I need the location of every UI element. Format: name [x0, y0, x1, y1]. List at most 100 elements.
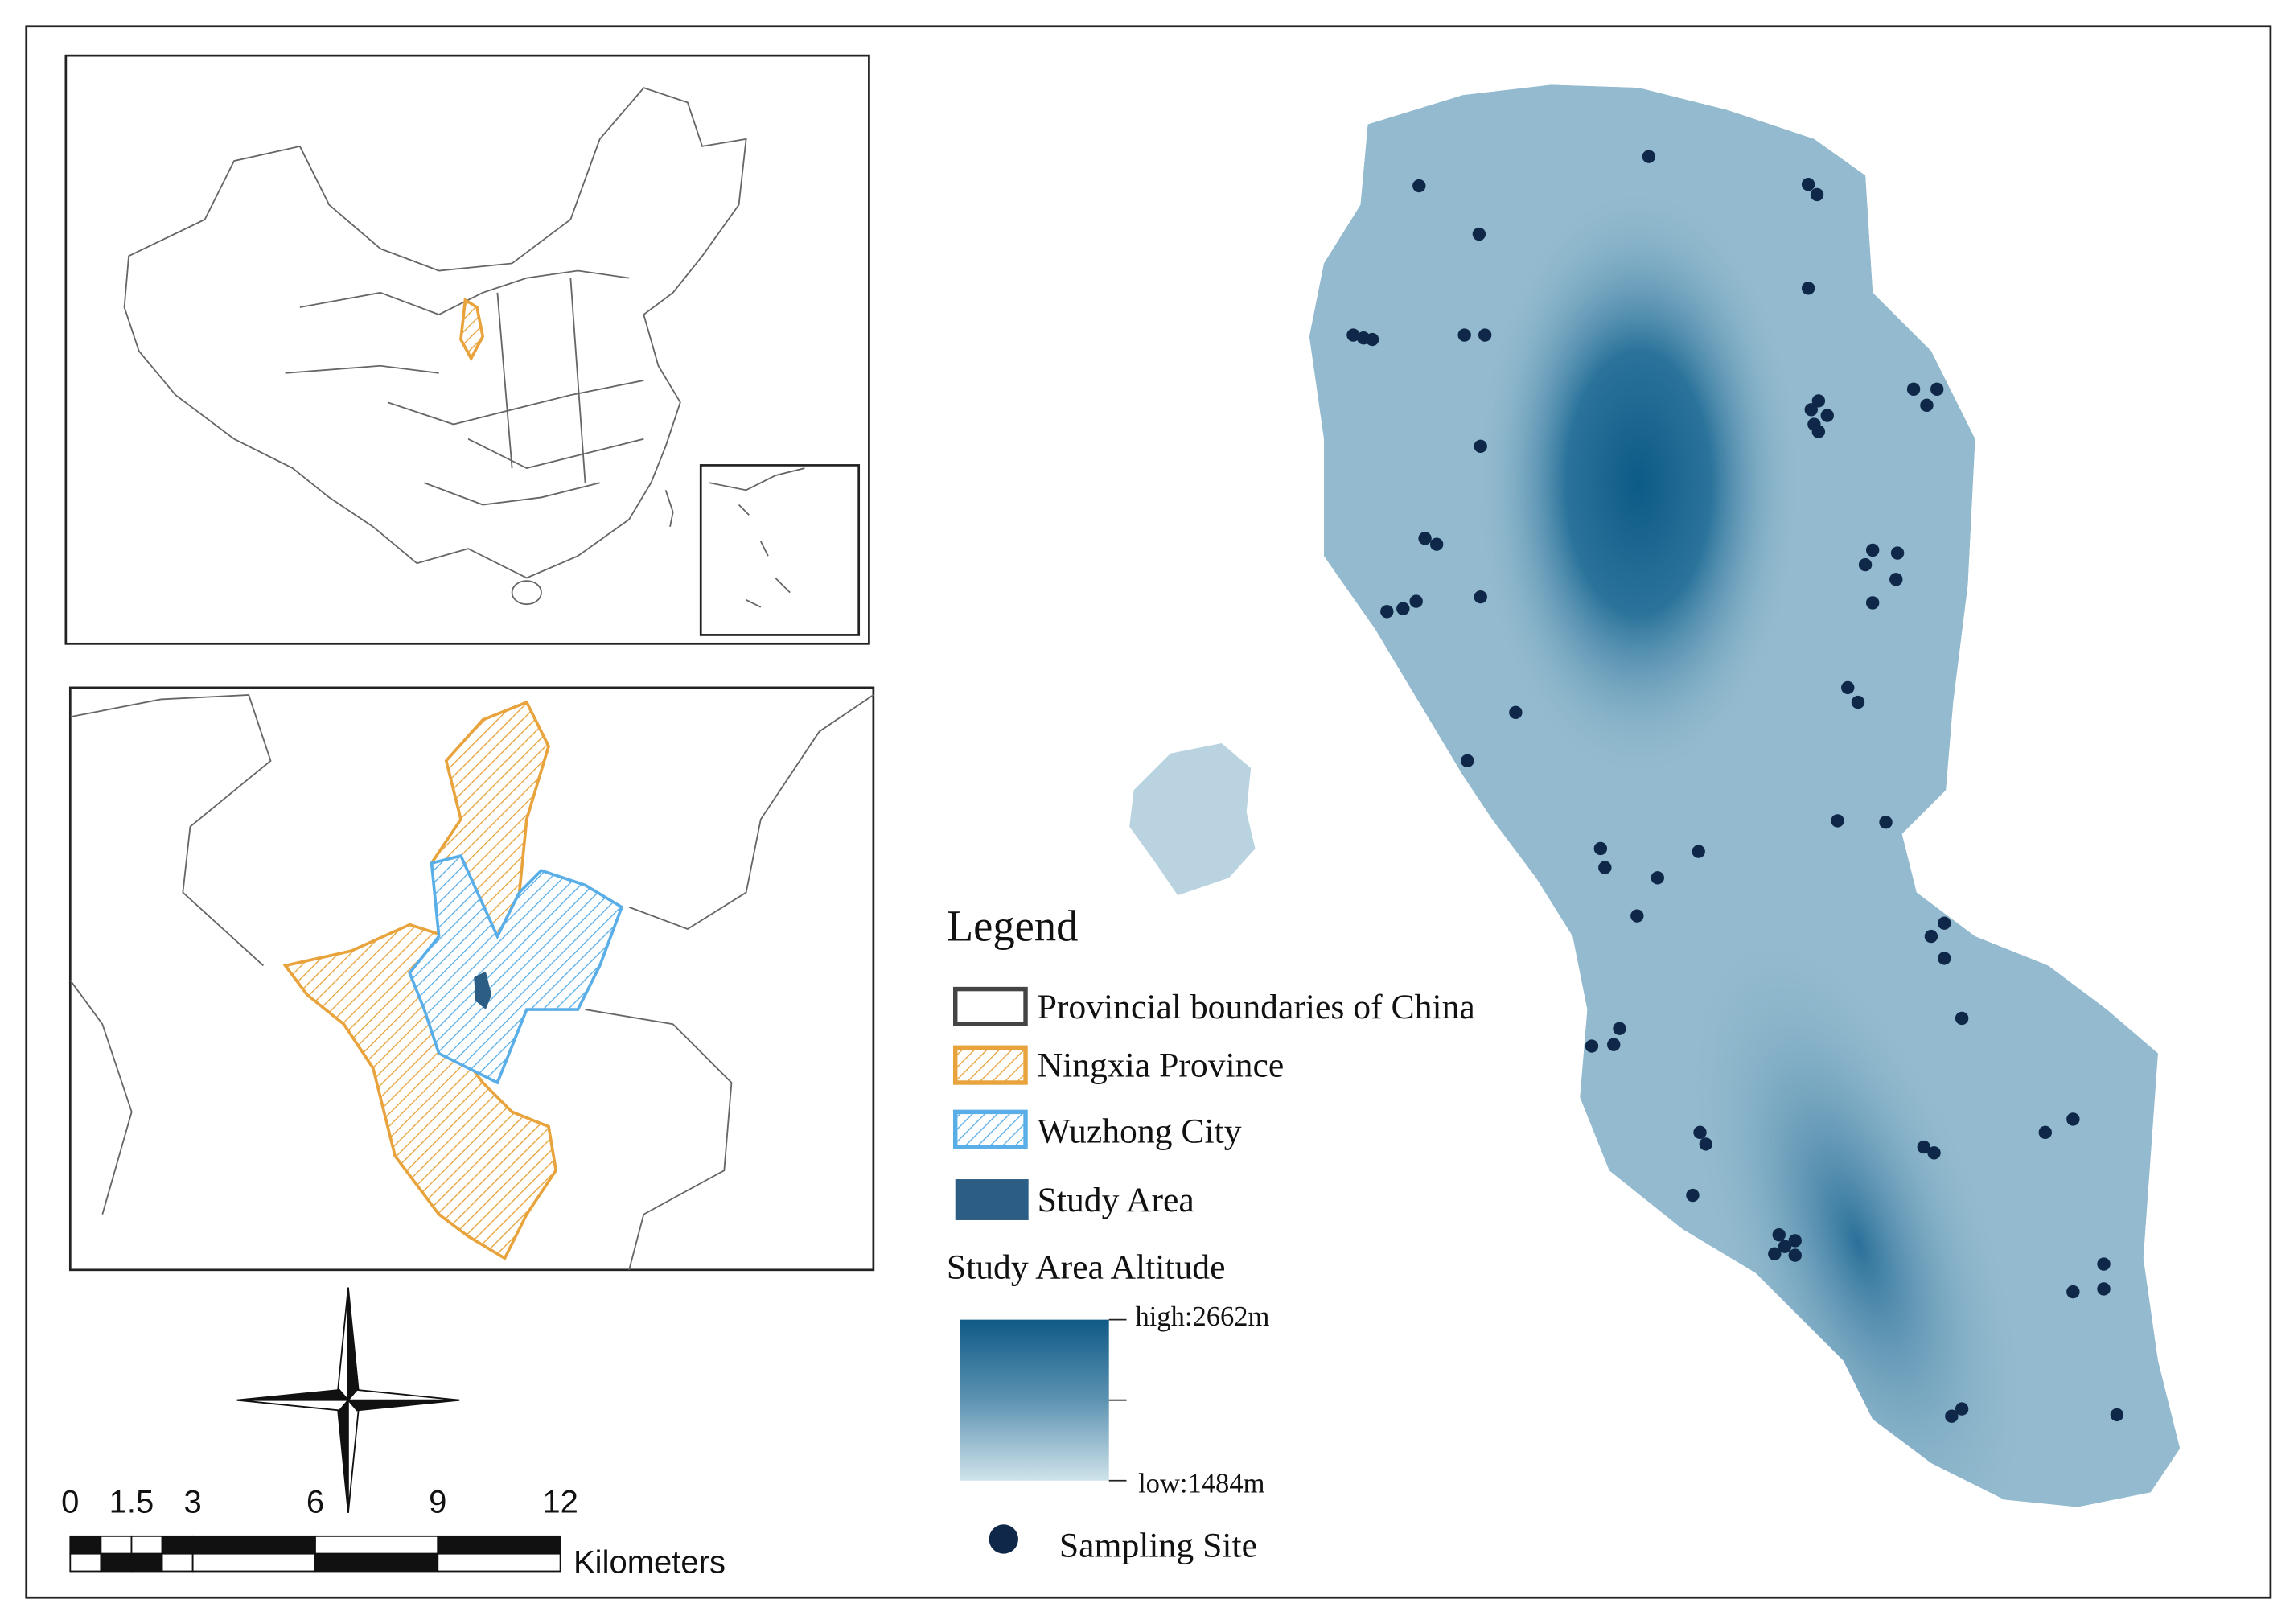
sampling-site [1396, 602, 1410, 615]
scale-segment [191, 1552, 316, 1573]
sampling-site [1811, 425, 1826, 438]
scale-segment [437, 1552, 561, 1573]
region-map [68, 686, 875, 1272]
sampling-site [1472, 227, 1486, 241]
sampling-site [1788, 1234, 1802, 1248]
sampling-site [1865, 543, 1880, 557]
sampling-site [1906, 382, 1921, 397]
sampling-site [1804, 403, 1818, 417]
sampling-site [1865, 596, 1880, 610]
scale-segment [314, 1535, 439, 1555]
sampling-site [1811, 394, 1826, 408]
sampling-site [1930, 382, 1944, 397]
legend-label: Wuzhong City [1038, 1112, 1242, 1151]
sampling-site [1699, 1137, 1712, 1151]
legend-dot [989, 1524, 1018, 1554]
legend-label: Provincial boundaries of China [1038, 988, 1475, 1026]
scale-segment [161, 1552, 194, 1573]
sampling-site [1841, 680, 1855, 695]
sampling-site [1613, 1022, 1626, 1035]
sampling-site [1924, 929, 1938, 944]
legend-title: Legend [947, 902, 1079, 951]
sampling-site [2066, 1285, 2080, 1299]
sampling-site [1772, 1227, 1786, 1242]
sampling-site [1457, 328, 1471, 342]
scale-bar: 0 1.5 3 6 9 12 Kilometers [61, 1485, 726, 1581]
sampling-site [1509, 705, 1523, 720]
scale-segment [100, 1535, 133, 1555]
sampling-site [1801, 178, 1815, 191]
sampling-site [1879, 816, 1893, 829]
sampling-site [1889, 573, 1903, 586]
sampling-site [1917, 1140, 1931, 1154]
scale-label: 1.5 [109, 1485, 154, 1520]
sampling-site [1651, 871, 1664, 885]
sampling-site [1955, 1402, 1969, 1416]
sampling-site [1851, 695, 1865, 709]
scale-segment [314, 1552, 439, 1573]
sampling-site [1409, 594, 1423, 608]
sampling-site [1801, 282, 1815, 295]
sampling-site [1810, 187, 1824, 202]
legend-swatch [952, 1045, 1028, 1085]
altitude-ramp [960, 1319, 1109, 1481]
sampling-site [1938, 952, 1951, 965]
sampling-site [1429, 537, 1444, 551]
scale-segment [69, 1552, 102, 1573]
sampling-site [1890, 546, 1905, 560]
sampling-site [1945, 1409, 1959, 1423]
legend-swatch [955, 1179, 1029, 1220]
sampling-site [1585, 1039, 1599, 1053]
sampling-label: Sampling Site [1059, 1526, 1257, 1564]
scale-segment [191, 1535, 316, 1555]
scale-label: 3 [184, 1485, 202, 1520]
scale-label: 6 [306, 1485, 324, 1520]
sampling-site [1920, 398, 1934, 413]
sampling-site [1831, 814, 1844, 828]
sampling-site [1642, 150, 1656, 163]
sampling-site [1593, 841, 1608, 856]
sampling-site [1938, 916, 1951, 930]
sampling-site [2097, 1257, 2111, 1271]
sampling-site [1955, 1011, 1969, 1026]
sampling-site [1768, 1247, 1782, 1260]
altitude-title: Study Area Altitude [947, 1248, 1226, 1287]
legend-label: Ningxia Province [1038, 1046, 1285, 1085]
sampling-site [1630, 909, 1644, 923]
scale-segment [437, 1535, 561, 1555]
scale-segment [69, 1535, 102, 1555]
scale-label: 0 [61, 1485, 79, 1520]
scale-segment [130, 1552, 163, 1573]
sampling-site [1692, 845, 1705, 858]
sampling-site [2110, 1408, 2124, 1422]
legend-swatch [952, 1109, 1028, 1149]
altitude-high: high:2662m [1135, 1301, 1269, 1332]
sampling-site [2066, 1112, 2080, 1126]
scale-segment [100, 1552, 133, 1573]
scale-unit: Kilometers [574, 1544, 726, 1580]
sampling-site [1418, 532, 1432, 545]
sampling-site [1788, 1248, 1802, 1262]
sampling-site [1693, 1125, 1707, 1140]
sampling-site [1820, 409, 1834, 422]
sampling-site [1858, 557, 1873, 572]
sampling-site [1365, 332, 1379, 347]
scale-label: 12 [542, 1485, 578, 1520]
north-arrow [236, 1287, 460, 1513]
sampling-site [1607, 1038, 1621, 1051]
sampling-site [1346, 328, 1360, 342]
sampling-site [1380, 605, 1394, 619]
sampling-site [1778, 1240, 1792, 1253]
sampling-site [1598, 861, 1612, 874]
altitude-low: low:1484m [1138, 1468, 1265, 1499]
sampling-site [1461, 754, 1474, 768]
sampling-site [1412, 179, 1426, 193]
sampling-site [1686, 1188, 1700, 1203]
china-map [64, 54, 870, 645]
legend-label: Study Area [1038, 1181, 1194, 1219]
sampling-site [1478, 328, 1492, 342]
sampling-site [2038, 1125, 2052, 1140]
scale-segment [130, 1535, 163, 1555]
